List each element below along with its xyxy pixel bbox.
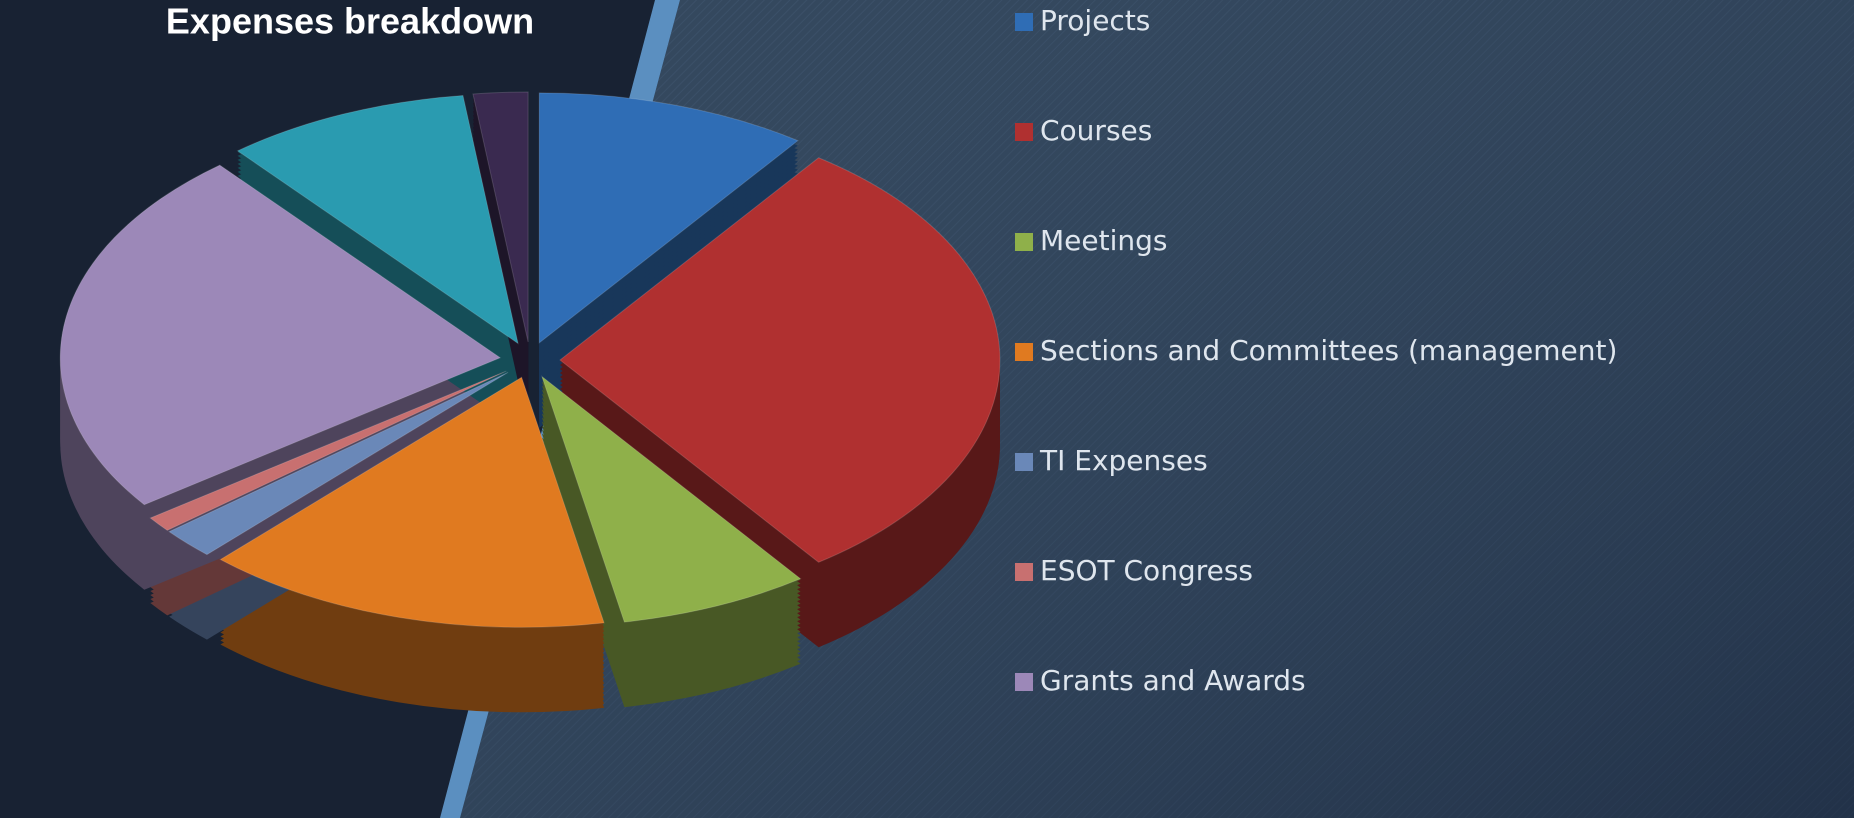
slice (540, 375, 802, 623)
legend-swatch (1015, 563, 1033, 581)
legend-swatch (1015, 673, 1033, 691)
legend-label: Projects (1040, 4, 1150, 37)
legend-swatch (1015, 343, 1033, 361)
slice (538, 92, 799, 344)
legend-label: Sections and Committees (management) (1040, 334, 1617, 367)
chart-title: Expenses breakdown (166, 1, 534, 42)
legend-swatch (1015, 453, 1033, 471)
legend-label: Grants and Awards (1040, 664, 1306, 697)
legend-label: ESOT Congress (1040, 554, 1253, 587)
slice (168, 371, 509, 556)
slice (472, 91, 529, 343)
legend-label: TI Expenses (1039, 444, 1208, 477)
legend-swatch (1015, 123, 1033, 141)
slice (559, 157, 1001, 563)
legend-label: Courses (1040, 114, 1152, 147)
legend-label: Meetings (1040, 224, 1167, 257)
legend-swatch (1015, 13, 1033, 31)
slice (149, 370, 507, 531)
slice (59, 164, 502, 506)
slice (236, 94, 519, 345)
legend-swatch (1015, 233, 1033, 251)
legend: Projects Courses Meetings Sections and Comm… (1015, 4, 1617, 697)
slice (219, 376, 605, 628)
pie-tops (59, 91, 1001, 628)
